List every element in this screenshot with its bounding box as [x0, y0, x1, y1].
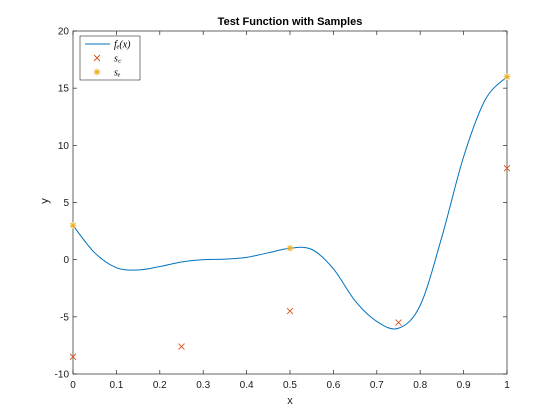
x-axis-label: x	[287, 395, 293, 407]
point-se	[286, 244, 294, 252]
legend-swatch-marker	[93, 68, 101, 76]
y-tick-label: -5	[60, 312, 69, 323]
point-sc	[395, 319, 402, 326]
point-sc	[286, 307, 294, 315]
x-tick-label: 0.3	[196, 380, 210, 391]
y-tick-label: -10	[55, 370, 70, 381]
y-tick-label: 10	[58, 141, 70, 152]
point-sc	[69, 353, 77, 361]
x-tick-label: 0	[70, 380, 76, 391]
x-tick-label: 1	[504, 380, 510, 391]
y-tick-label: 5	[63, 198, 69, 209]
legend-box	[79, 35, 141, 81]
x-tick-label: 0.9	[457, 380, 471, 391]
x-tick-label: 0.4	[240, 380, 254, 391]
axes-box	[72, 30, 508, 375]
legend-label: fₑ(x)	[114, 40, 131, 51]
legend-label: s꜀	[114, 54, 122, 65]
point-sc	[178, 343, 185, 350]
x-tick-label: 0.1	[109, 380, 123, 391]
x-tick-label: 0.6	[326, 380, 340, 391]
plot-area: 0 0.1 0.2 0.3 0.4 0.5 0.6 0.7 0.8 0.9 1 -10 -5 0 5 10 15…	[55, 27, 511, 391]
y-tick-label: 0	[63, 255, 69, 266]
x-tick-label: 0.7	[370, 380, 384, 391]
x-tick-label: 0.2	[153, 380, 167, 391]
chart-title: Test Function with Samples	[218, 16, 363, 28]
legend: fₑ(x) s꜀ sₑ	[79, 35, 141, 81]
y-tick-label: 20	[58, 27, 70, 38]
point-se	[69, 222, 77, 229]
legend-swatch-marker	[93, 54, 101, 62]
x-tick-label: 0.5	[283, 380, 297, 391]
point-se	[503, 73, 511, 81]
legend-label: sₑ	[114, 68, 121, 79]
x-tick-label: 0.8	[413, 380, 427, 391]
y-tick-label: 15	[58, 84, 70, 95]
y-axis-label: y	[39, 198, 51, 204]
point-sc	[503, 164, 511, 172]
